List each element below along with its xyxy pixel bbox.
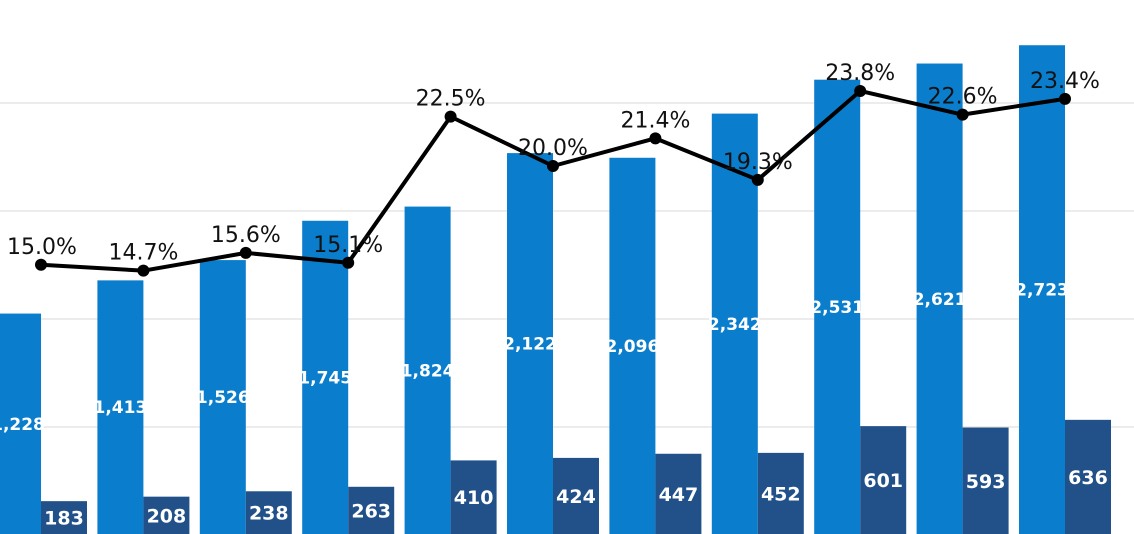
secondary-bar	[143, 496, 190, 534]
secondary-bar	[245, 491, 292, 534]
primary-bar	[609, 157, 656, 534]
primary-bar-label: 1,228	[0, 415, 45, 435]
primary-bar-label: 2,621	[913, 290, 967, 310]
primary-bar-label: 2,122	[503, 335, 557, 355]
percentage-label: 21.4%	[620, 108, 690, 133]
secondary-bar-label: 183	[44, 508, 84, 530]
primary-bar	[199, 260, 246, 534]
percentage-point	[649, 132, 662, 145]
primary-bar-series	[0, 45, 1065, 534]
secondary-bar-label: 601	[863, 470, 903, 492]
primary-bar	[0, 313, 41, 534]
percentage-point	[854, 84, 867, 97]
percentage-point	[956, 108, 969, 121]
percentage-label: 22.5%	[416, 87, 486, 112]
secondary-bar-label: 424	[556, 486, 596, 508]
percentage-point	[239, 246, 252, 259]
secondary-bar	[860, 426, 907, 534]
secondary-bar-label: 636	[1068, 467, 1108, 489]
percentage-point	[547, 160, 559, 172]
percentage-point	[342, 256, 355, 269]
secondary-bar-label: 452	[761, 483, 801, 505]
secondary-bar	[757, 452, 804, 534]
secondary-bar-label: 208	[147, 505, 187, 527]
percentage-label: 15.1%	[313, 233, 383, 258]
percentage-line-series	[35, 84, 1071, 277]
secondary-bar-label: 238	[249, 503, 289, 525]
percentage-label: 19.3%	[723, 150, 793, 175]
primary-bar	[711, 113, 758, 534]
secondary-bar	[962, 427, 1009, 534]
secondary-bar-label: 447	[659, 484, 699, 506]
primary-bar	[507, 153, 553, 534]
primary-bar	[1019, 45, 1065, 534]
percentage-label: 22.6%	[928, 85, 998, 110]
secondary-bar-series	[41, 419, 1111, 534]
primary-bar	[302, 220, 349, 534]
primary-bar	[916, 63, 963, 534]
percentage-point	[444, 110, 457, 123]
secondary-bar-label: 263	[351, 500, 391, 522]
percentage-point	[35, 258, 47, 271]
primary-bar	[814, 79, 861, 534]
secondary-bar	[1065, 419, 1111, 534]
primary-bar	[404, 206, 451, 534]
percentage-labels: 15.0% 14.7% 15.6% 15.1% 22.5% 20.0% 21.4% 19.3%…	[7, 61, 1100, 266]
percentage-label: 20.0%	[518, 136, 588, 161]
percentage-label: 23.8%	[825, 61, 895, 86]
secondary-bar	[553, 457, 599, 534]
primary-bar-label: 2,531	[810, 298, 864, 318]
percentage-label: 23.4%	[1030, 69, 1100, 94]
secondary-bar	[41, 501, 87, 534]
percentage-point	[137, 264, 150, 277]
primary-bar	[97, 280, 144, 534]
primary-bar-label: 1,824	[401, 361, 455, 381]
percentage-label: 15.6%	[211, 223, 281, 248]
secondary-bar	[655, 453, 702, 534]
primary-bar-label: 2,096	[606, 337, 660, 357]
percentage-point	[1059, 92, 1071, 105]
percentage-point	[751, 173, 764, 186]
primary-bar-label: 1,413	[94, 398, 148, 418]
secondary-bar	[450, 460, 497, 534]
primary-bar-label: 1,745	[298, 368, 352, 388]
secondary-bar	[348, 486, 395, 534]
percentage-label: 15.0%	[7, 235, 77, 260]
primary-bar-label: 2,342	[708, 315, 762, 335]
percentage-label: 14.7%	[108, 241, 178, 266]
primary-bar-label: 1,526	[196, 388, 250, 408]
secondary-bar-label: 593	[966, 471, 1006, 493]
secondary-bar-label: 410	[454, 487, 494, 509]
primary-bar-label: 2,723	[1015, 281, 1069, 301]
bar-value-labels: 1,228 183 1,413 208 1,526 238 1,745 263 1,824 410…	[0, 281, 1108, 530]
